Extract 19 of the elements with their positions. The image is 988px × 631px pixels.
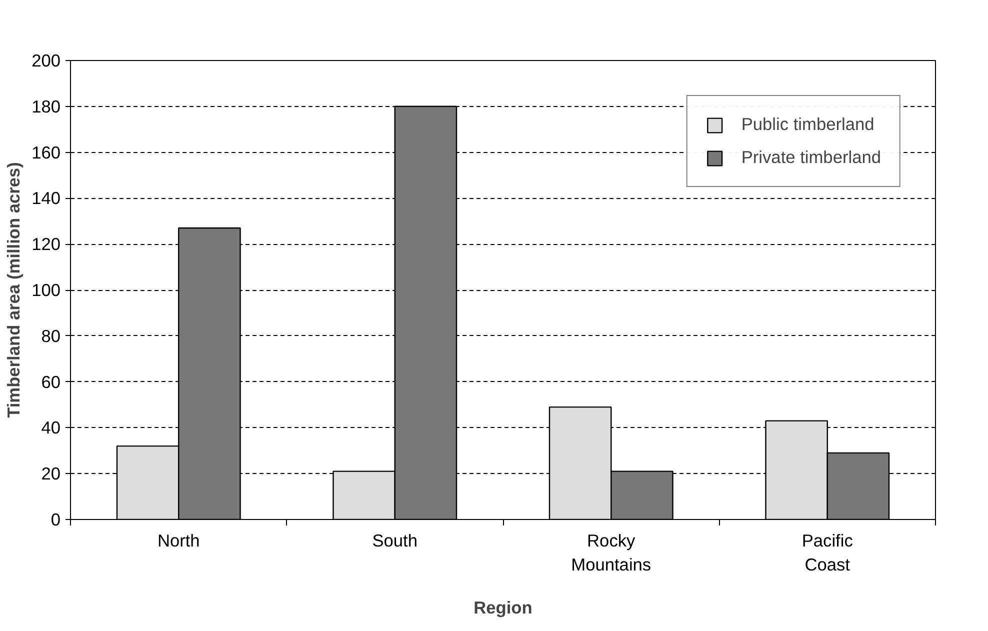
legend-label: Private timberland (741, 147, 881, 168)
y-tick-label: 120 (32, 234, 61, 254)
x-tick-label: North (157, 530, 200, 550)
y-tick-label: 140 (32, 188, 61, 208)
y-tick-label: 160 (32, 142, 61, 162)
x-axis-title: Region (474, 598, 532, 618)
y-tick-label: 0 (50, 510, 61, 530)
y-tick-label: 40 (41, 418, 61, 438)
y-tick-label: 180 (32, 96, 61, 116)
legend-label: Public timberland (741, 114, 874, 135)
x-tick-label: Rocky Mountains (571, 530, 652, 574)
x-tick-label: Pacific Coast (802, 530, 854, 574)
y-tick-label: 60 (41, 372, 61, 392)
y-tick-label: 200 (32, 50, 61, 70)
y-tick-label: 100 (32, 280, 61, 300)
y-axis-title: Timberland area (million acres) (4, 162, 24, 418)
x-tick-label: South (372, 530, 418, 550)
y-tick-label: 20 (41, 464, 61, 484)
y-tick-label: 80 (41, 326, 61, 346)
